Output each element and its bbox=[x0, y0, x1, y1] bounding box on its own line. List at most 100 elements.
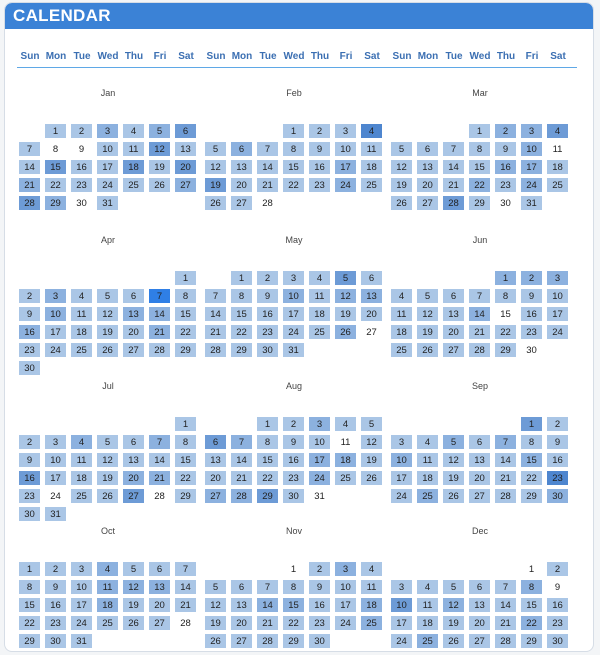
day-cell-sep-16[interactable]: 16 bbox=[546, 452, 569, 468]
day-cell-feb-27[interactable]: 27 bbox=[230, 195, 253, 211]
day-cell-jun-3[interactable]: 3 bbox=[546, 270, 569, 286]
day-cell-mar-23[interactable]: 23 bbox=[494, 177, 517, 193]
day-cell-oct-4[interactable]: 4 bbox=[96, 561, 119, 577]
day-cell-jan-5[interactable]: 5 bbox=[148, 123, 171, 139]
day-cell-oct-8[interactable]: 8 bbox=[18, 579, 41, 595]
day-cell-nov-15[interactable]: 15 bbox=[282, 597, 305, 613]
day-cell-aug-7[interactable]: 7 bbox=[230, 434, 253, 450]
day-cell-sep-21[interactable]: 21 bbox=[494, 470, 517, 486]
day-cell-dec-18[interactable]: 18 bbox=[416, 615, 439, 631]
day-cell-may-24[interactable]: 24 bbox=[282, 324, 305, 340]
day-cell-aug-18[interactable]: 18 bbox=[334, 452, 357, 468]
day-cell-aug-28[interactable]: 28 bbox=[230, 488, 253, 504]
day-cell-mar-1[interactable]: 1 bbox=[468, 123, 491, 139]
day-cell-feb-23[interactable]: 23 bbox=[308, 177, 331, 193]
day-cell-dec-29[interactable]: 29 bbox=[520, 633, 543, 649]
day-cell-apr-4[interactable]: 4 bbox=[70, 288, 93, 304]
day-cell-aug-17[interactable]: 17 bbox=[308, 452, 331, 468]
day-cell-feb-20[interactable]: 20 bbox=[230, 177, 253, 193]
day-cell-feb-18[interactable]: 18 bbox=[360, 159, 383, 175]
day-cell-jul-3[interactable]: 3 bbox=[44, 434, 67, 450]
day-cell-jul-14[interactable]: 14 bbox=[148, 452, 171, 468]
day-cell-jul-1[interactable]: 1 bbox=[174, 416, 197, 432]
day-cell-sep-17[interactable]: 17 bbox=[390, 470, 413, 486]
day-cell-apr-2[interactable]: 2 bbox=[18, 288, 41, 304]
day-cell-jun-24[interactable]: 24 bbox=[546, 324, 569, 340]
day-cell-dec-25[interactable]: 25 bbox=[416, 633, 439, 649]
day-cell-aug-16[interactable]: 16 bbox=[282, 452, 305, 468]
day-cell-nov-6[interactable]: 6 bbox=[230, 579, 253, 595]
day-cell-apr-17[interactable]: 17 bbox=[44, 324, 67, 340]
day-cell-jul-18[interactable]: 18 bbox=[70, 470, 93, 486]
day-cell-oct-22[interactable]: 22 bbox=[18, 615, 41, 631]
day-cell-jul-2[interactable]: 2 bbox=[18, 434, 41, 450]
day-cell-jan-24[interactable]: 24 bbox=[96, 177, 119, 193]
day-cell-may-20[interactable]: 20 bbox=[360, 306, 383, 322]
day-cell-mar-14[interactable]: 14 bbox=[442, 159, 465, 175]
day-cell-jan-21[interactable]: 21 bbox=[18, 177, 41, 193]
day-cell-nov-8[interactable]: 8 bbox=[282, 579, 305, 595]
day-cell-sep-29[interactable]: 29 bbox=[520, 488, 543, 504]
day-cell-jan-7[interactable]: 7 bbox=[18, 141, 41, 157]
day-cell-dec-21[interactable]: 21 bbox=[494, 615, 517, 631]
day-cell-feb-15[interactable]: 15 bbox=[282, 159, 305, 175]
day-cell-mar-24[interactable]: 24 bbox=[520, 177, 543, 193]
day-cell-jun-11[interactable]: 11 bbox=[390, 306, 413, 322]
day-cell-mar-15[interactable]: 15 bbox=[468, 159, 491, 175]
day-cell-apr-1[interactable]: 1 bbox=[174, 270, 197, 286]
day-cell-oct-9[interactable]: 9 bbox=[44, 579, 67, 595]
day-cell-jan-31[interactable]: 31 bbox=[96, 195, 119, 211]
day-cell-aug-10[interactable]: 10 bbox=[308, 434, 331, 450]
day-cell-sep-4[interactable]: 4 bbox=[416, 434, 439, 450]
day-cell-jun-20[interactable]: 20 bbox=[442, 324, 465, 340]
day-cell-oct-12[interactable]: 12 bbox=[122, 579, 145, 595]
day-cell-sep-19[interactable]: 19 bbox=[442, 470, 465, 486]
day-cell-dec-31[interactable]: 31 bbox=[390, 651, 413, 652]
day-cell-mar-29[interactable]: 29 bbox=[468, 195, 491, 211]
day-cell-mar-4[interactable]: 4 bbox=[546, 123, 569, 139]
day-cell-jun-17[interactable]: 17 bbox=[546, 306, 569, 322]
day-cell-apr-26[interactable]: 26 bbox=[96, 342, 119, 358]
day-cell-oct-10[interactable]: 10 bbox=[70, 579, 93, 595]
day-cell-oct-25[interactable]: 25 bbox=[96, 615, 119, 631]
day-cell-jun-29[interactable]: 29 bbox=[494, 342, 517, 358]
day-cell-may-17[interactable]: 17 bbox=[282, 306, 305, 322]
day-cell-oct-2[interactable]: 2 bbox=[44, 561, 67, 577]
day-cell-dec-16[interactable]: 16 bbox=[546, 597, 569, 613]
day-cell-may-1[interactable]: 1 bbox=[230, 270, 253, 286]
day-cell-nov-5[interactable]: 5 bbox=[204, 579, 227, 595]
day-cell-apr-18[interactable]: 18 bbox=[70, 324, 93, 340]
day-cell-dec-15[interactable]: 15 bbox=[520, 597, 543, 613]
day-cell-dec-9[interactable]: 9 bbox=[546, 579, 569, 595]
day-cell-feb-2[interactable]: 2 bbox=[308, 123, 331, 139]
day-cell-jul-29[interactable]: 29 bbox=[174, 488, 197, 504]
day-cell-oct-1[interactable]: 1 bbox=[18, 561, 41, 577]
day-cell-feb-26[interactable]: 26 bbox=[204, 195, 227, 211]
day-cell-aug-20[interactable]: 20 bbox=[204, 470, 227, 486]
day-cell-sep-9[interactable]: 9 bbox=[546, 434, 569, 450]
day-cell-sep-15[interactable]: 15 bbox=[520, 452, 543, 468]
day-cell-oct-27[interactable]: 27 bbox=[148, 615, 171, 631]
day-cell-jan-20[interactable]: 20 bbox=[174, 159, 197, 175]
day-cell-jan-19[interactable]: 19 bbox=[148, 159, 171, 175]
day-cell-apr-12[interactable]: 12 bbox=[96, 306, 119, 322]
day-cell-aug-27[interactable]: 27 bbox=[204, 488, 227, 504]
day-cell-jan-16[interactable]: 16 bbox=[70, 159, 93, 175]
day-cell-jul-27[interactable]: 27 bbox=[122, 488, 145, 504]
day-cell-apr-5[interactable]: 5 bbox=[96, 288, 119, 304]
day-cell-aug-14[interactable]: 14 bbox=[230, 452, 253, 468]
day-cell-dec-10[interactable]: 10 bbox=[390, 597, 413, 613]
day-cell-mar-10[interactable]: 10 bbox=[520, 141, 543, 157]
day-cell-mar-12[interactable]: 12 bbox=[390, 159, 413, 175]
day-cell-may-6[interactable]: 6 bbox=[360, 270, 383, 286]
day-cell-oct-20[interactable]: 20 bbox=[148, 597, 171, 613]
day-cell-jul-13[interactable]: 13 bbox=[122, 452, 145, 468]
day-cell-mar-16[interactable]: 16 bbox=[494, 159, 517, 175]
day-cell-jul-25[interactable]: 25 bbox=[70, 488, 93, 504]
day-cell-sep-3[interactable]: 3 bbox=[390, 434, 413, 450]
day-cell-oct-17[interactable]: 17 bbox=[70, 597, 93, 613]
day-cell-feb-5[interactable]: 5 bbox=[204, 141, 227, 157]
day-cell-may-8[interactable]: 8 bbox=[230, 288, 253, 304]
day-cell-sep-6[interactable]: 6 bbox=[468, 434, 491, 450]
day-cell-mar-30[interactable]: 30 bbox=[494, 195, 517, 211]
